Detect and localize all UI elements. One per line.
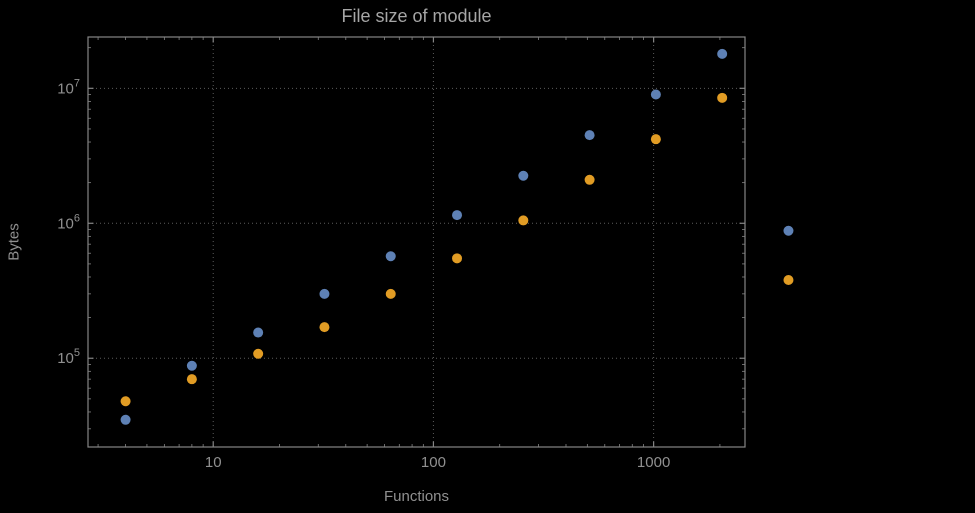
data-point-series-2 bbox=[120, 396, 131, 407]
y-tick-label: 106 bbox=[57, 212, 80, 232]
data-point-series-2 bbox=[783, 274, 794, 285]
data-point-series-1 bbox=[717, 48, 728, 59]
data-point-series-1 bbox=[319, 288, 330, 299]
data-point-series-1 bbox=[518, 170, 529, 181]
data-point-series-2 bbox=[717, 92, 728, 103]
y-axis-label: Bytes bbox=[5, 223, 23, 261]
data-point-series-1 bbox=[650, 89, 661, 100]
data-point-series-2 bbox=[518, 215, 529, 226]
data-point-series-1 bbox=[783, 225, 794, 236]
data-point-series-2 bbox=[584, 174, 595, 185]
chart-title: File size of module bbox=[341, 6, 492, 26]
data-point-series-2 bbox=[452, 253, 463, 264]
data-point-series-1 bbox=[253, 327, 264, 338]
data-point-series-2 bbox=[319, 322, 330, 333]
data-point-series-2 bbox=[186, 374, 197, 385]
x-tick-label: 1000 bbox=[637, 454, 670, 471]
x-tick-label: 100 bbox=[421, 454, 446, 471]
data-point-series-1 bbox=[385, 251, 396, 262]
data-point-series-2 bbox=[253, 348, 264, 359]
plot-frame bbox=[87, 36, 746, 448]
data-point-series-2 bbox=[385, 288, 396, 299]
data-point-series-1 bbox=[584, 130, 595, 141]
x-axis-label: Functions bbox=[383, 488, 450, 505]
y-tick-label: 107 bbox=[57, 77, 80, 97]
data-point-series-2 bbox=[650, 134, 661, 145]
data-point-series-1 bbox=[452, 210, 463, 221]
y-tick-label: 105 bbox=[57, 347, 80, 367]
data-point-series-1 bbox=[120, 414, 131, 425]
data-point-series-1 bbox=[186, 360, 197, 371]
x-tick-label: 10 bbox=[205, 454, 222, 471]
